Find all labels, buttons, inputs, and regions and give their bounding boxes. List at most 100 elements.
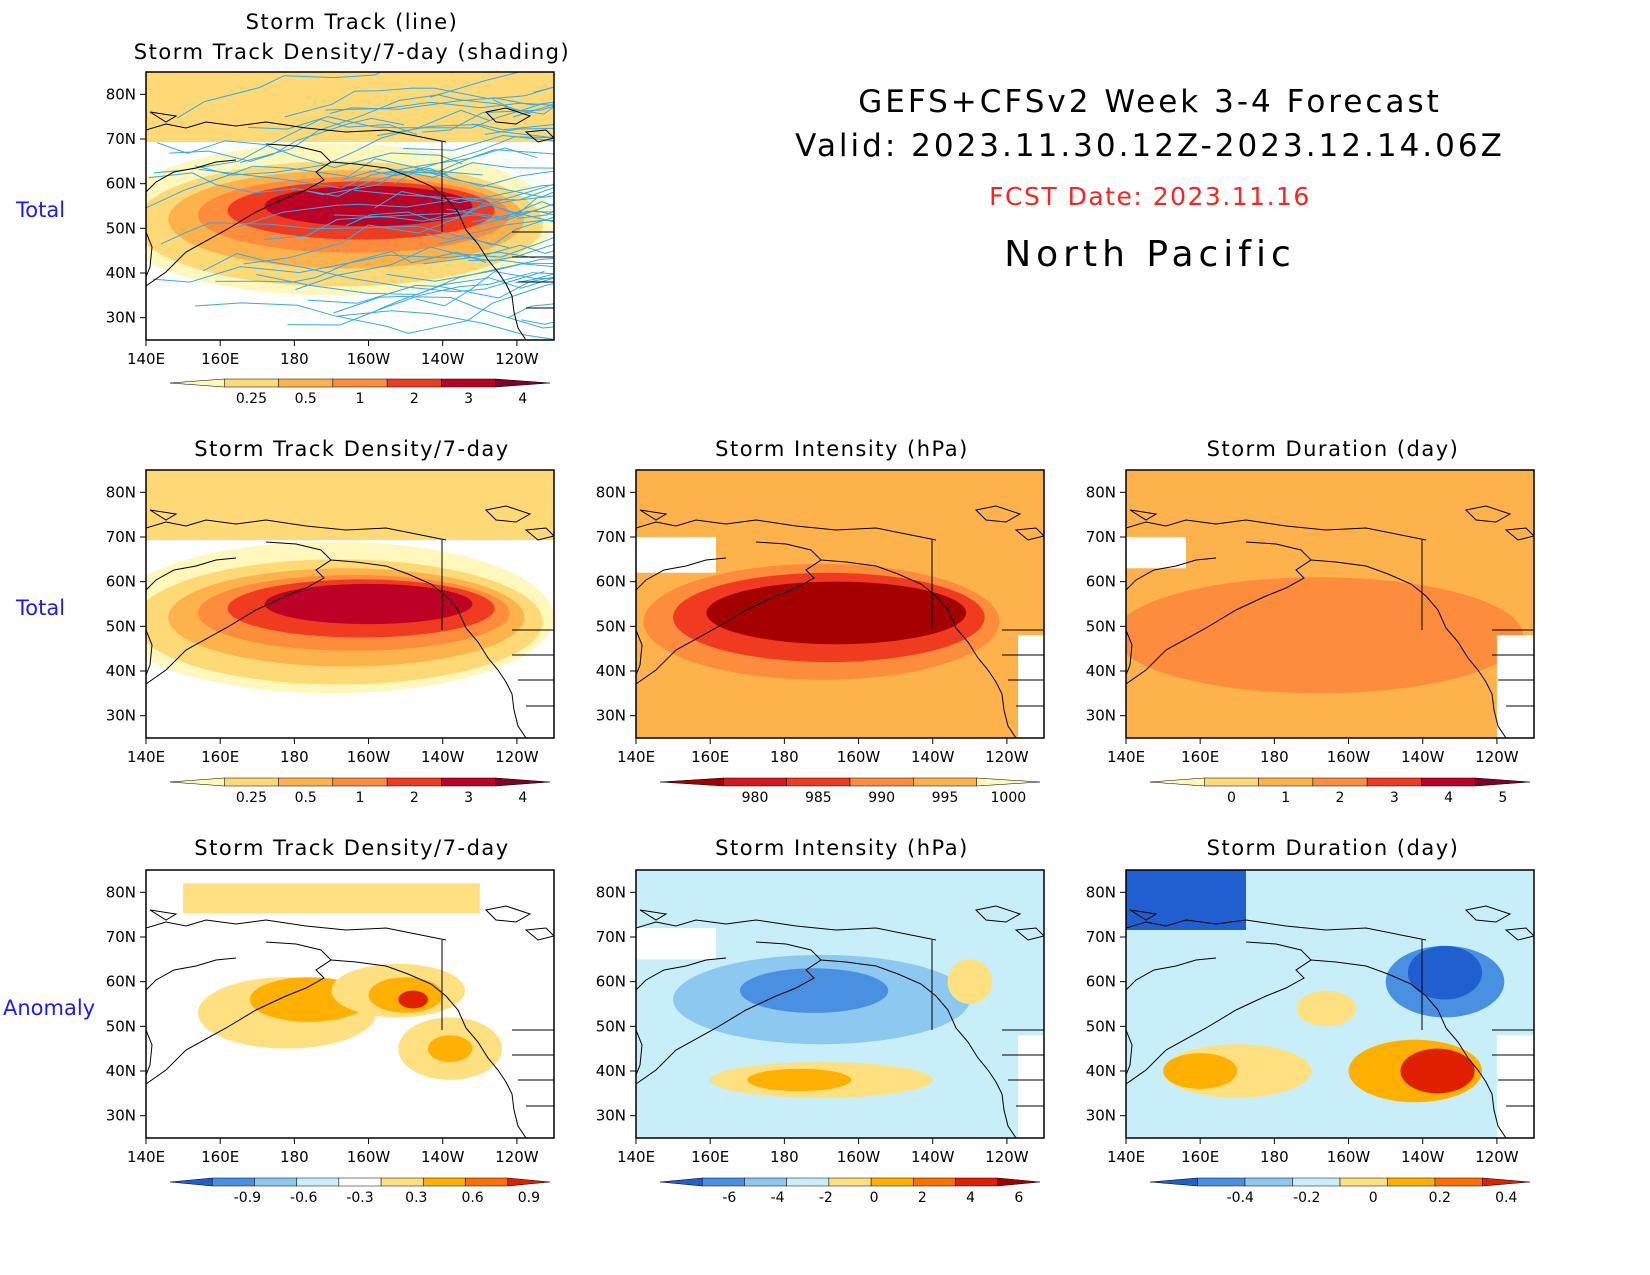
lon-tick-label: 140W (911, 748, 955, 766)
map-shading (636, 870, 1044, 1138)
colorbar-swatch (465, 1177, 509, 1187)
colorbar-swatch (659, 777, 724, 787)
lon-tick-label: 180 (280, 1148, 309, 1166)
lat-tick-label: 30N (596, 707, 626, 725)
lat-tick-label: 60N (596, 973, 626, 991)
land-mask (1496, 1035, 1534, 1138)
colorbar-swatch (955, 1177, 999, 1187)
colorbar-swatch (913, 1177, 956, 1187)
shaded-region (1296, 990, 1356, 1027)
colorbar-swatch (169, 1177, 213, 1187)
lat-tick-label: 50N (106, 1017, 136, 1035)
map-frame (145, 71, 555, 341)
colorbar-label: 5 (1498, 790, 1507, 806)
coastline (1445, 627, 1507, 738)
coastline-group (146, 505, 554, 738)
coastline (639, 509, 668, 521)
colorbar-swatch (1149, 777, 1205, 787)
coastline (146, 1029, 153, 1076)
colorbar-swatch (1339, 1177, 1388, 1187)
storm-track (353, 189, 554, 223)
colorbar-swatch (786, 777, 851, 787)
lon-tick-label: 120W (495, 748, 539, 766)
storm-track (382, 149, 554, 174)
colorbar-label: 0.9 (518, 1190, 540, 1206)
map-frame (635, 469, 1045, 739)
colorbar-swatch (744, 1177, 787, 1187)
colorbar-label: 0.6 (461, 1190, 483, 1206)
coastline (974, 905, 1022, 923)
colorbar-swatch (701, 1177, 745, 1187)
lon-tick-label: 180 (280, 748, 309, 766)
coastline (146, 919, 447, 941)
colorbar-label: 2 (1336, 790, 1345, 806)
colorbar-label: -0.3 (346, 1190, 373, 1206)
coastline (1014, 527, 1044, 541)
lon-tick-label: 160E (201, 748, 239, 766)
colorbar-label: 0 (1227, 790, 1236, 806)
lon-tick-label: 140E (127, 748, 165, 766)
coastline (149, 509, 178, 521)
map-frame (635, 869, 1045, 1139)
lat-tick-label: 60N (106, 973, 136, 991)
lat-tick-label: 50N (106, 617, 136, 635)
storm-track (194, 109, 491, 176)
storm-track (378, 277, 554, 310)
forecast-valid-period: Valid: 2023.11.30.12Z-2023.12.14.06Z (795, 128, 1505, 164)
lon-tick-label: 120W (495, 350, 539, 368)
storm-track (345, 203, 554, 226)
lat-tick-label: 30N (1086, 707, 1116, 725)
colorbar-swatch (332, 777, 388, 787)
coastline (146, 941, 332, 1085)
coastline (149, 909, 178, 921)
coastline (636, 1029, 643, 1076)
colorbar-label: -6 (722, 1190, 736, 1206)
region-name: North Pacific (1004, 234, 1296, 275)
panel-2-title: Storm Intensity (hPa) (715, 437, 969, 461)
colorbar-swatch (169, 777, 225, 787)
lat-tick-label: 70N (106, 130, 136, 148)
lon-tick-label: 180 (280, 350, 309, 368)
storm-track (476, 210, 554, 226)
map-panel-density-total: 140E 160E 180 160W 140W 120W 80N 70N 60N 50N 40N 30… (106, 469, 555, 766)
storm-track (472, 123, 554, 138)
storm-track (446, 200, 554, 219)
colorbar-intensity-total: 980 985 990 995 1000 (659, 777, 1041, 806)
lon-tick-label: 160W (347, 1148, 391, 1166)
land-mask (1496, 635, 1534, 738)
coastline (146, 121, 447, 143)
lon-tick-label: 160E (691, 748, 729, 766)
storm-track (422, 105, 554, 133)
storm-track (195, 302, 554, 340)
colorbar-swatch (870, 1177, 914, 1187)
colorbar-swatch (507, 1177, 551, 1187)
colorbar-swatch (224, 378, 279, 388)
storm-track (425, 216, 554, 240)
coastline (1126, 957, 1217, 991)
lat-tick-label: 50N (596, 617, 626, 635)
colorbar-label: 3 (464, 391, 473, 407)
coastline (1504, 927, 1534, 941)
shaded-region (1126, 870, 1246, 930)
lat-tick-label: 30N (106, 707, 136, 725)
coastline (524, 527, 554, 541)
storm-track (264, 183, 554, 240)
lon-tick-label: 180 (770, 1148, 799, 1166)
lat-tick-label: 40N (106, 264, 136, 282)
shaded-region (1400, 1048, 1475, 1094)
lat-tick-label: 80N (106, 85, 136, 103)
storm-track (386, 258, 554, 282)
lon-tick-label: 160W (1327, 1148, 1371, 1166)
shaded-region (747, 1068, 852, 1092)
colorbar-label: 4 (518, 790, 527, 806)
colorbar-swatch (380, 1177, 424, 1187)
lat-tick-label: 70N (596, 528, 626, 546)
storm-track (369, 167, 554, 188)
storm-track (374, 184, 554, 209)
coastline (636, 957, 727, 991)
coastline (484, 107, 532, 125)
coastline (1310, 959, 1447, 1029)
coastline (465, 627, 527, 738)
lat-tick-label: 70N (1086, 928, 1116, 946)
lon-tick-label: 120W (495, 1148, 539, 1166)
